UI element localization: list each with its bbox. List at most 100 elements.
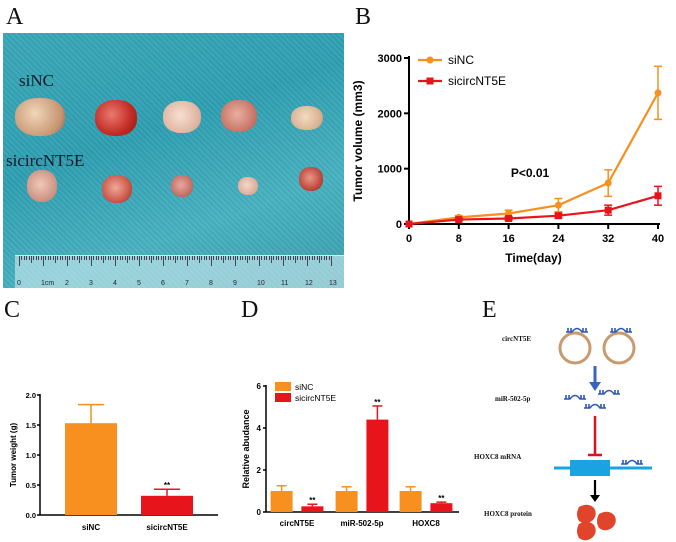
ruler-tick — [83, 256, 85, 260]
bar-HOXC8-siNC — [399, 491, 422, 512]
ruler-label: 8 — [209, 280, 213, 287]
ruler-tick — [38, 256, 40, 260]
ruler-tick — [71, 256, 73, 260]
tumor-sinc-4 — [221, 100, 257, 132]
mechanism-diagram: circNT5E miR-502-5p HOXC8 mRNA HOXC8 pro… — [474, 327, 652, 541]
ruler-tick — [266, 256, 268, 260]
ruler-tick — [122, 256, 124, 260]
ruler-tick — [124, 256, 126, 260]
ruler-tick — [206, 256, 208, 260]
legend-swatch-siNC — [275, 382, 291, 391]
tumor-si-1 — [27, 170, 57, 202]
ruler-tick — [88, 256, 90, 260]
ruler-tick — [81, 256, 83, 260]
mirna-strand — [610, 327, 632, 333]
x-axis-title: Time(day) — [505, 251, 561, 265]
ruler-tick — [199, 256, 200, 263]
bar-HOXC8-sicircNT5E — [430, 503, 453, 512]
y-tick-label: 0.5 — [26, 481, 36, 490]
ruler-label: 9 — [233, 280, 237, 287]
ruler-tick — [67, 256, 68, 266]
ruler-tick — [47, 256, 49, 260]
y-tick-label: 1.0 — [26, 451, 36, 460]
tumor-photo: siNC sicircNT5E 0 1cm 2 3 4 5 6 7 8 9 10 11 12 13 — [3, 33, 344, 288]
ruler-tick — [215, 256, 217, 260]
ruler-tick — [251, 256, 253, 260]
y-tick-label: 1.5 — [26, 421, 36, 430]
ruler-tick — [33, 256, 35, 260]
data-point-sicircNT5E — [455, 216, 463, 224]
ruler-tick — [239, 256, 241, 260]
ruler-tick — [230, 256, 232, 260]
ruler-tick — [160, 256, 162, 260]
mirna-strand — [598, 389, 620, 395]
ruler-tick — [220, 256, 222, 260]
ruler-tick — [311, 256, 313, 260]
ruler-tick — [95, 256, 97, 260]
data-point-sicircNT5E — [654, 192, 662, 200]
legend-label-siNC: siNC — [448, 53, 474, 67]
ruler-tick — [287, 256, 289, 260]
ruler-tick — [79, 256, 80, 263]
x-tick-label: 40 — [652, 233, 664, 245]
label-hoxc8-mrna: HOXC8 mRNA — [474, 453, 521, 461]
y-axis-title: Relative abudance — [241, 409, 251, 488]
panel-letter-d: D — [241, 297, 259, 323]
mirna-on-circ-2 — [610, 327, 632, 333]
ruler-tick — [203, 256, 205, 260]
ruler-tick — [74, 256, 76, 260]
ruler-tick — [23, 256, 25, 260]
x-tick-label: 8 — [456, 233, 462, 245]
protein-blob-3 — [577, 521, 596, 541]
ruler-tick — [76, 256, 78, 260]
mirna-strand — [566, 327, 588, 333]
ruler-tick — [105, 256, 107, 260]
ruler-tick — [45, 256, 47, 260]
ruler-tick — [50, 256, 52, 260]
ruler-tick — [275, 256, 277, 260]
y-tick-label: 0 — [396, 219, 402, 231]
ruler-tick — [292, 256, 294, 260]
label-sinc: siNC — [19, 71, 54, 90]
ruler-tick — [184, 256, 186, 260]
legend-marker-siNC — [426, 56, 434, 64]
x-tick-label: 16 — [502, 233, 514, 245]
x-tick-label: miR-502-5p — [340, 519, 383, 528]
label-sicircnt5e: sicircNT5E — [6, 151, 85, 170]
data-point-sicircNT5E — [505, 214, 513, 222]
ruler-label: 7 — [185, 280, 189, 287]
data-point-siNC — [654, 89, 662, 97]
ruler-tick — [328, 256, 330, 260]
ruler-tick — [280, 256, 282, 260]
ruler-tick — [110, 256, 112, 260]
panel-letter-e: E — [482, 297, 497, 323]
arrow-down-icon — [589, 382, 601, 391]
tumor-sinc-1 — [15, 98, 65, 136]
panel-letter-b: B — [355, 4, 372, 30]
mirna-strand — [584, 403, 606, 409]
y-axis-title: Tumor weight (g) — [9, 423, 18, 488]
ruler-tick — [247, 256, 248, 263]
ruler-tick — [69, 256, 71, 260]
ruler-tick — [290, 256, 292, 260]
y-tick-label: 2000 — [378, 108, 402, 120]
significance-mark: ** — [309, 496, 316, 505]
tumor-sinc-3 — [163, 101, 201, 133]
ruler-tick — [213, 256, 215, 260]
ruler-tick — [268, 256, 270, 260]
ruler-tick — [259, 256, 260, 266]
ruler-tick — [283, 256, 284, 266]
mirna-on-circ-1 — [566, 327, 588, 333]
ruler-tick — [194, 256, 196, 260]
ruler-tick — [146, 256, 148, 260]
data-point-sicircNT5E — [604, 206, 612, 214]
ruler-tick — [55, 256, 56, 263]
series-line-sicircNT5E — [408, 194, 659, 226]
ruler-tick — [19, 256, 20, 266]
ruler-tick — [107, 256, 109, 260]
ruler-tick — [86, 256, 88, 260]
tumor-si-5 — [299, 167, 323, 191]
tumor-sinc-5 — [291, 106, 323, 130]
ruler-tick — [299, 256, 301, 260]
ruler-tick — [191, 256, 193, 260]
